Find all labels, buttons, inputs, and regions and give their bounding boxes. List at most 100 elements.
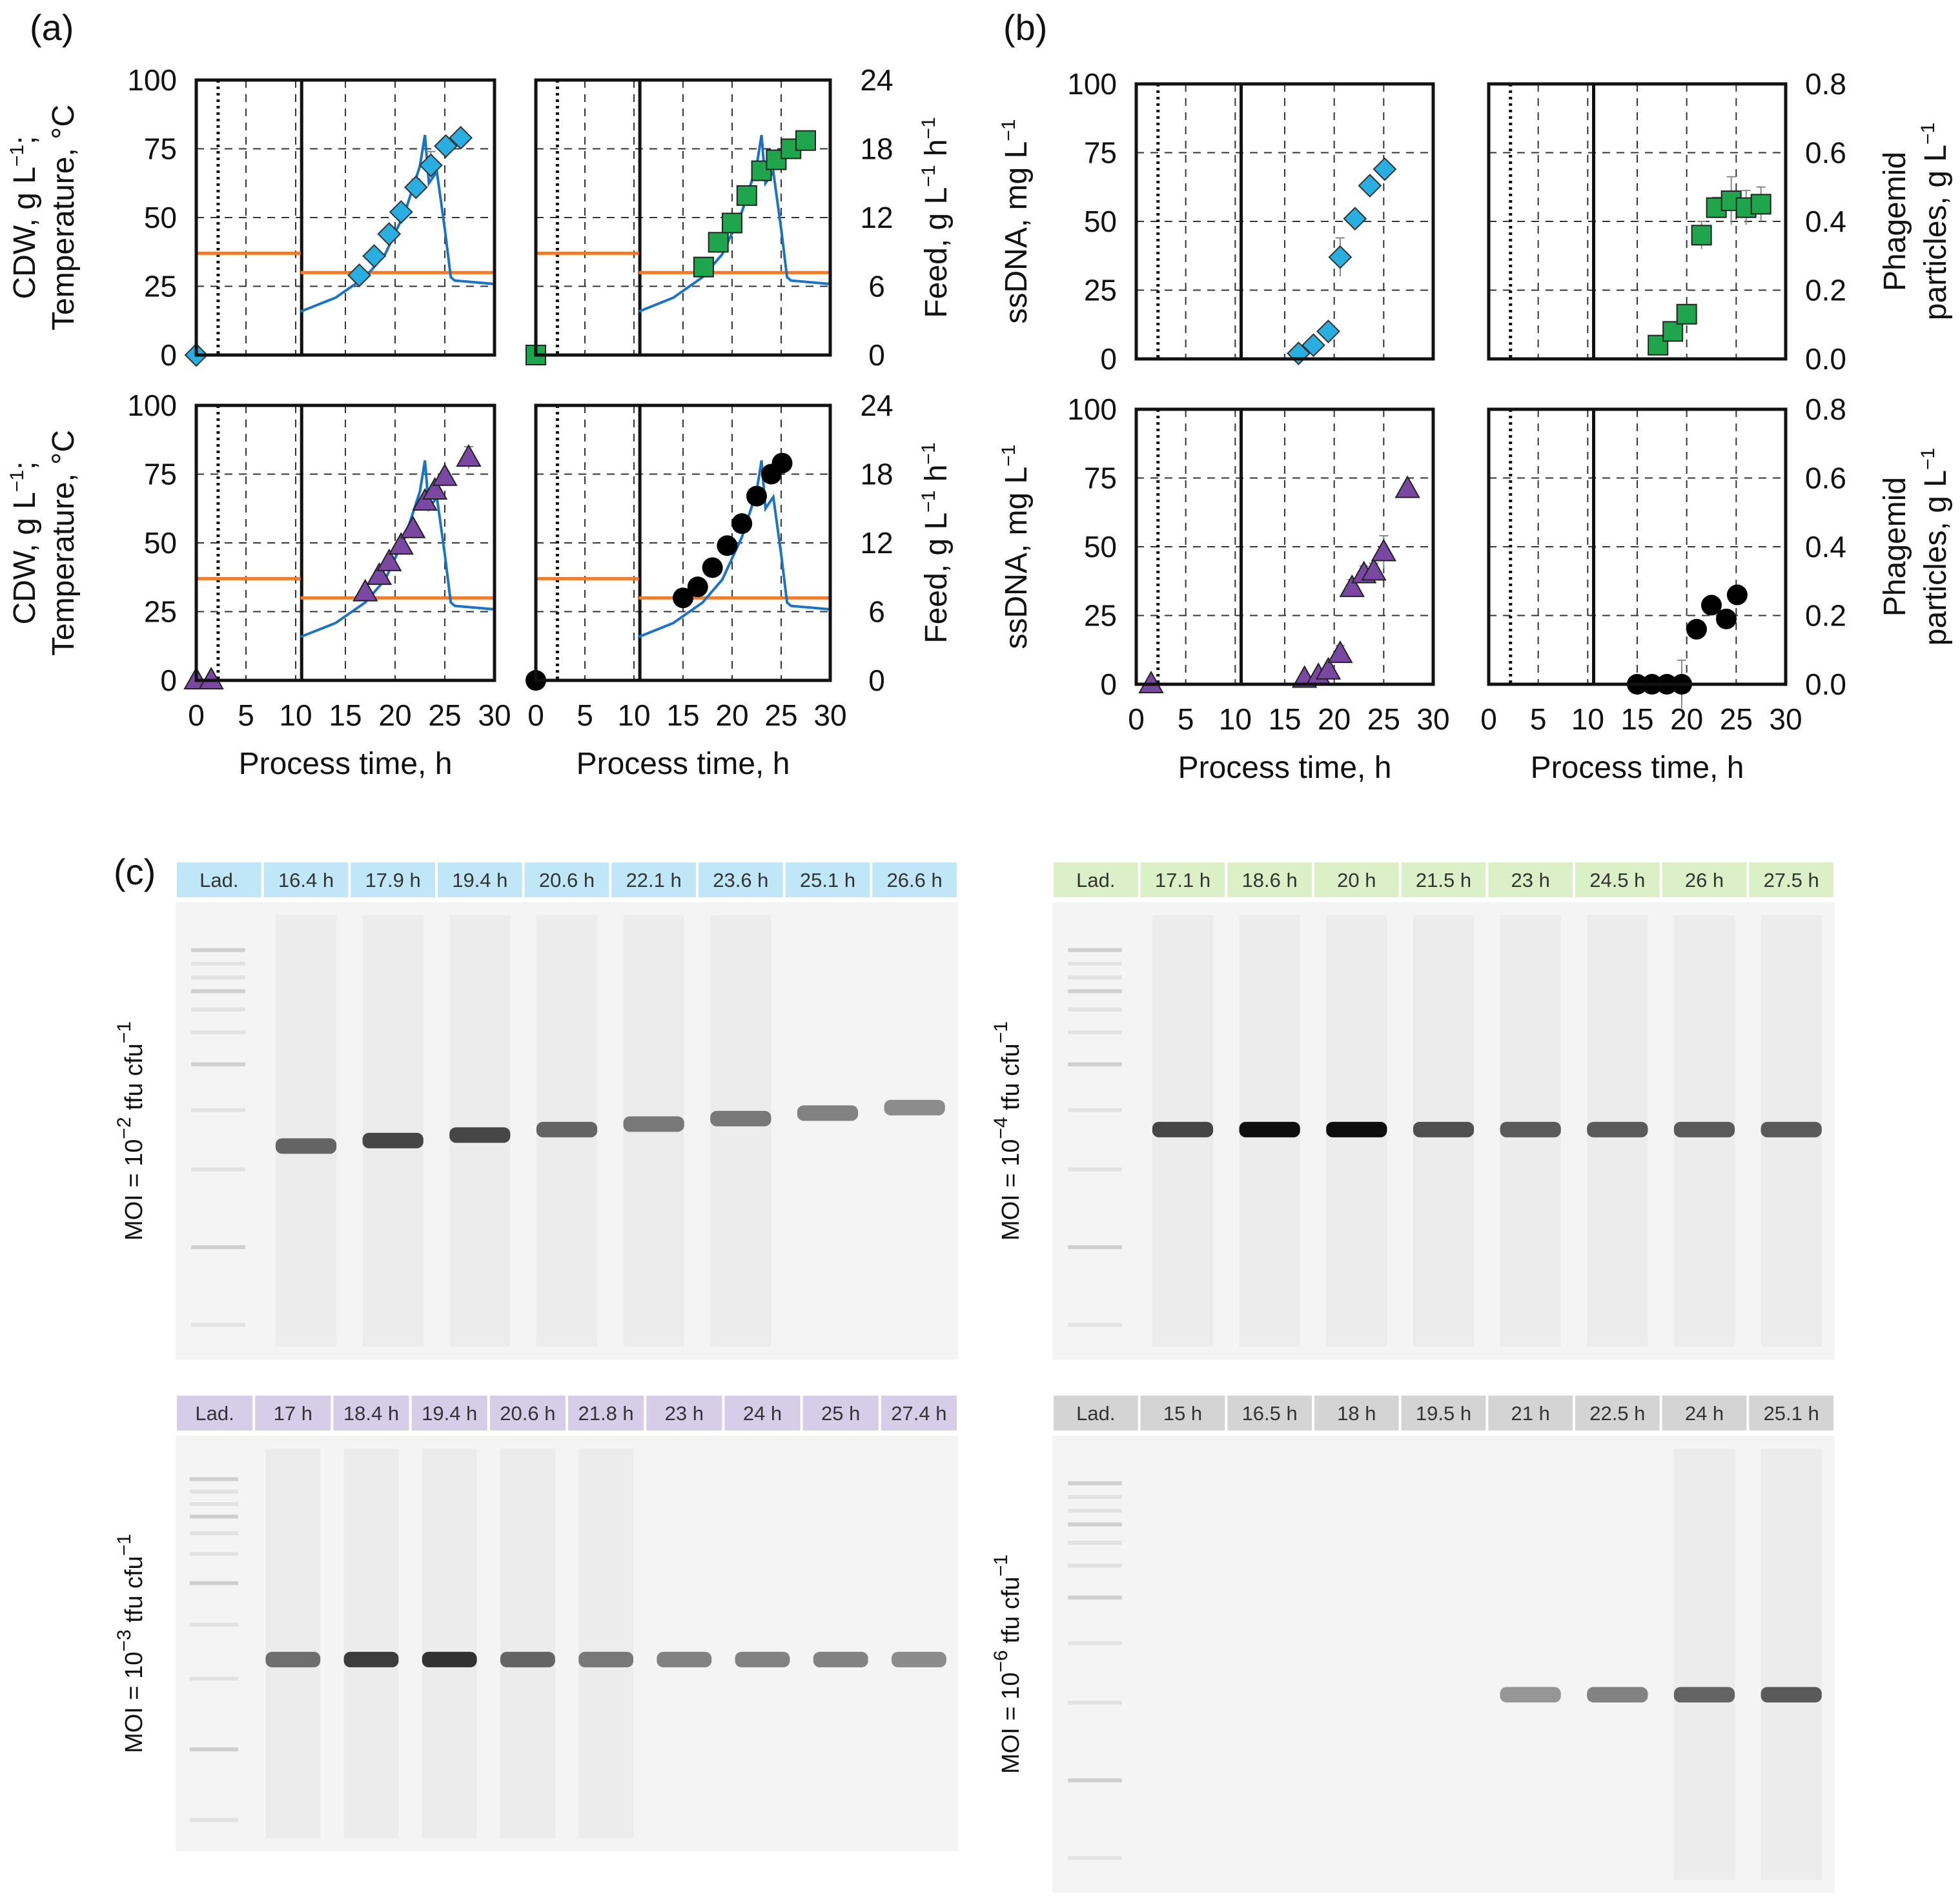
phagemid-band bbox=[343, 1651, 399, 1667]
x-tick-label: 20 bbox=[1318, 702, 1351, 736]
lane-label: 26.6 h bbox=[887, 869, 943, 891]
lane-label: 18.6 h bbox=[1242, 869, 1298, 891]
y-tick-label: 0.6 bbox=[1805, 136, 1846, 170]
ladder-band bbox=[1068, 962, 1122, 966]
lane-smear bbox=[275, 915, 337, 1347]
lane-header-cell bbox=[1401, 862, 1486, 897]
plot-frame bbox=[534, 78, 832, 357]
data-point bbox=[1327, 640, 1353, 664]
data-point bbox=[722, 212, 742, 234]
feed-line bbox=[300, 460, 495, 638]
lane-header-cell bbox=[785, 862, 870, 897]
ladder-band bbox=[1068, 1540, 1122, 1545]
ssdna-axis-label: ssDNA, mg L−1 bbox=[998, 119, 1034, 324]
data-point bbox=[1343, 207, 1367, 231]
lane-label: 18 h bbox=[1337, 1402, 1376, 1425]
ladder-band bbox=[1068, 989, 1122, 993]
lane-header-cell bbox=[646, 1396, 722, 1430]
data-point bbox=[352, 578, 378, 602]
ladder-band bbox=[189, 1676, 238, 1681]
lane-header-cell bbox=[177, 1396, 253, 1430]
x-tick-label: 20 bbox=[715, 698, 748, 732]
phagemid-band bbox=[797, 1105, 859, 1121]
lane-label: 23 h bbox=[665, 1402, 704, 1425]
ladder-band bbox=[1068, 1509, 1122, 1513]
phagemid-band bbox=[1326, 1121, 1387, 1137]
lane-header-cell bbox=[1140, 1396, 1225, 1430]
y-tick-label: 0.8 bbox=[1805, 67, 1846, 101]
moi-label: MOI = 10−6 tfu cfu−1 bbox=[990, 1554, 1025, 1774]
phagemid-band bbox=[1761, 1687, 1822, 1703]
lane-smear bbox=[578, 1449, 634, 1838]
lane-smear bbox=[422, 1449, 477, 1838]
gel-moi-6: Lad. 15 h 16.5 h 18 h 19.5 h 21 h 22.5 h 24 h 25… bbox=[990, 1396, 1835, 1893]
x-tick-label: 15 bbox=[329, 698, 362, 732]
lane-smear bbox=[1673, 1449, 1735, 1880]
lane-header-cell bbox=[255, 1396, 331, 1430]
y-tick-label: 50 bbox=[144, 526, 177, 560]
temperature-axis-label: Temperature, °C bbox=[46, 430, 81, 656]
lane-header-cell bbox=[1401, 1396, 1486, 1430]
ladder-band bbox=[1068, 1856, 1122, 1860]
lane-header-cell bbox=[699, 862, 783, 897]
lane-smear bbox=[500, 1449, 555, 1838]
y-tick-label: 0.2 bbox=[1805, 274, 1846, 307]
y-tick-label: 0 bbox=[160, 664, 177, 697]
plot-frame bbox=[1487, 407, 1788, 686]
y-tick-label: 25 bbox=[1084, 274, 1117, 307]
lane-label: 17.9 h bbox=[365, 869, 421, 891]
data-point bbox=[795, 130, 816, 151]
y-tick-label: 100 bbox=[127, 389, 177, 422]
lane-header-cell bbox=[1749, 1396, 1833, 1430]
ladder-band bbox=[191, 948, 245, 952]
phagemid-band bbox=[362, 1132, 424, 1148]
gels-layer: Lad. 16.4 h 17.9 h 19.4 h 20.6 h 22.1 h 23.6 h… bbox=[114, 862, 1835, 1893]
x-tick-label: 0 bbox=[1128, 702, 1145, 736]
ssdna-axis-label: ssDNA, mg L−1 bbox=[998, 445, 1034, 649]
ladder-band bbox=[191, 1323, 245, 1327]
phagemid-band bbox=[813, 1651, 868, 1667]
data-point bbox=[412, 488, 438, 511]
y2-tick-label: 24 bbox=[860, 389, 893, 422]
data-point bbox=[1394, 475, 1420, 498]
lane-header-cell bbox=[489, 1396, 566, 1430]
x-axis-label: Process time, h bbox=[239, 747, 453, 781]
chart-b-top-left: 0 25 50 75 100 ssDNA, mg L−1 bbox=[998, 67, 1435, 376]
y-tick-label: 0 bbox=[1100, 667, 1117, 701]
ladder-band bbox=[191, 1007, 245, 1012]
labels-layer: (a) (b) (c) bbox=[30, 7, 1047, 892]
cdw-axis-label: CDW, g L−1; bbox=[6, 136, 42, 300]
data-point bbox=[377, 222, 402, 246]
ladder-band bbox=[1068, 1167, 1122, 1172]
data-point bbox=[422, 477, 448, 500]
x-tick-label: 30 bbox=[1416, 702, 1449, 736]
y-tick-label: 75 bbox=[144, 458, 177, 491]
ladder-band bbox=[1068, 975, 1122, 980]
ladder-band bbox=[1068, 1563, 1122, 1568]
lane-header-cell bbox=[1227, 862, 1312, 897]
ladder-band bbox=[1068, 1641, 1122, 1645]
data-point bbox=[362, 244, 387, 269]
phagemid-band bbox=[1239, 1121, 1300, 1137]
ladder-band bbox=[191, 1030, 245, 1035]
data-point bbox=[1662, 321, 1684, 342]
y-tick-label: 50 bbox=[1084, 205, 1117, 238]
ladder-band bbox=[191, 962, 245, 966]
lane-label: 16.4 h bbox=[278, 869, 334, 891]
x-tick-label: 15 bbox=[1268, 702, 1301, 736]
ladder-band bbox=[189, 1531, 238, 1536]
lane-smear bbox=[362, 915, 424, 1347]
x-tick-label: 5 bbox=[1178, 702, 1194, 736]
x-tick-label: 10 bbox=[1219, 702, 1252, 736]
data-point bbox=[717, 535, 738, 556]
data-point bbox=[400, 515, 426, 538]
data-point bbox=[1686, 618, 1707, 640]
moi-label: MOI = 10−4 tfu cfu−1 bbox=[990, 1021, 1025, 1241]
ladder-band bbox=[189, 1477, 238, 1481]
data-point bbox=[731, 513, 753, 534]
lane-label: 20.6 h bbox=[500, 1402, 555, 1425]
chart-b-top-right: 0.0 0.2 0.4 0.6 0.8 Phagemid particles, g L−1 bbox=[1487, 67, 1953, 376]
plot-frame bbox=[1134, 407, 1435, 686]
lane-header-cell bbox=[1314, 862, 1399, 897]
